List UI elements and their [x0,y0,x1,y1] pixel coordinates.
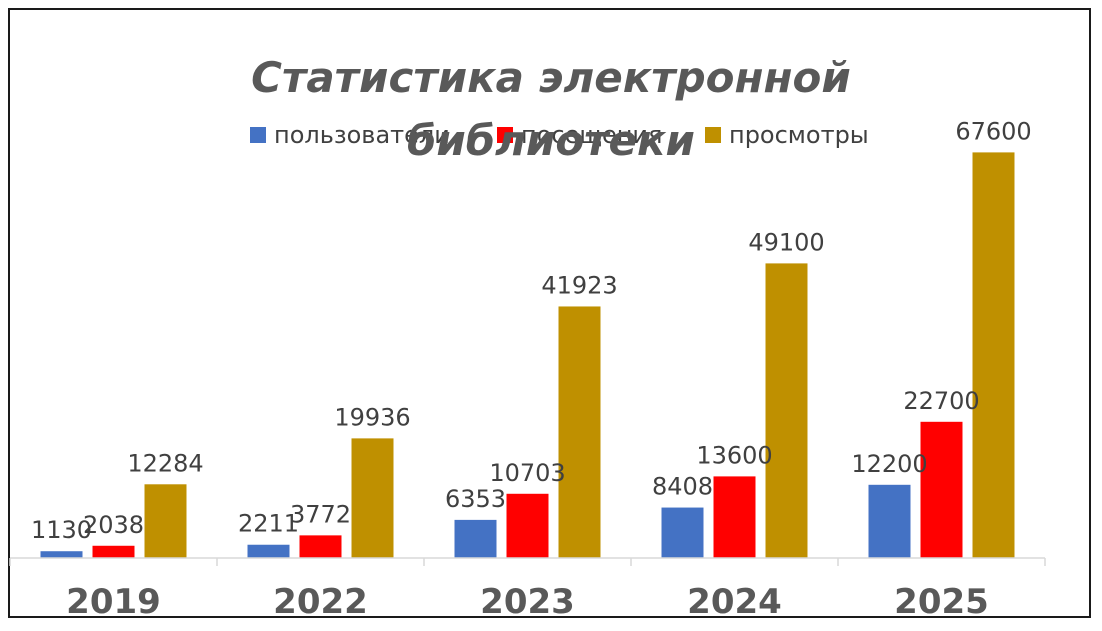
bar-2024-series-2 [765,263,808,558]
bar-2022-series-2 [351,438,394,558]
bar-2025-series-2 [972,152,1015,558]
bar-2024-series-0 [661,507,704,558]
legend-swatch-series-2 [705,127,721,143]
legend: пользователи посещения просмотры [250,121,869,149]
legend-swatch-series-1 [497,127,513,143]
bar-2025-series-1 [920,421,963,558]
chart-title: Статистика электронной библиотеки [251,53,851,165]
data-label-2022-series-1: 3772 [290,500,351,528]
data-label-2019-series-2: 12284 [127,449,203,477]
data-label-2023-series-0: 6353 [445,485,506,513]
legend-swatch-series-0 [250,127,266,143]
bar-2024-series-1 [713,476,756,558]
chart-title-line-1: Статистика электронной [251,53,851,102]
category-label-2023: 2023 [480,582,575,622]
data-label-2023-series-1: 10703 [489,459,565,487]
bar-2019-series-1 [92,545,135,558]
bar-2022-series-0 [247,544,290,558]
data-label-2025-series-2: 67600 [955,117,1031,145]
data-label-2023-series-2: 41923 [541,271,617,299]
category-label-2022: 2022 [273,582,368,622]
bar-2023-series-2 [558,306,601,558]
data-label-2024-series-2: 49100 [748,228,824,256]
data-label-2019-series-1: 2038 [83,511,144,539]
data-label-2024-series-1: 13600 [696,441,772,469]
category-axis: 2019 2022 2023 2024 2025 [9,557,1046,622]
bar-2025-series-0 [868,484,911,558]
category-label-2024: 2024 [687,582,782,622]
bar-2022-series-1 [299,535,342,558]
data-label-2025-series-0: 12200 [851,450,927,478]
legend-label-series-1: посещения [521,121,662,149]
data-label-2019-series-0: 1130 [31,516,92,544]
bars-layer [40,152,1015,558]
legend-label-series-2: просмотры [729,121,869,149]
chart-title-line-2: библиотеки [407,116,695,165]
bar-2023-series-0 [454,519,497,558]
category-label-2025: 2025 [894,582,989,622]
bar-2019-series-2 [144,484,187,558]
category-label-2019: 2019 [66,582,161,622]
bar-2019-series-0 [40,551,83,558]
bar-2023-series-1 [506,493,549,558]
data-label-2022-series-2: 19936 [334,403,410,431]
legend-label-series-0: пользователи [274,121,450,149]
data-label-2025-series-1: 22700 [903,387,979,415]
data-label-2022-series-0: 2211 [238,510,299,538]
data-label-2024-series-0: 8408 [652,473,713,501]
